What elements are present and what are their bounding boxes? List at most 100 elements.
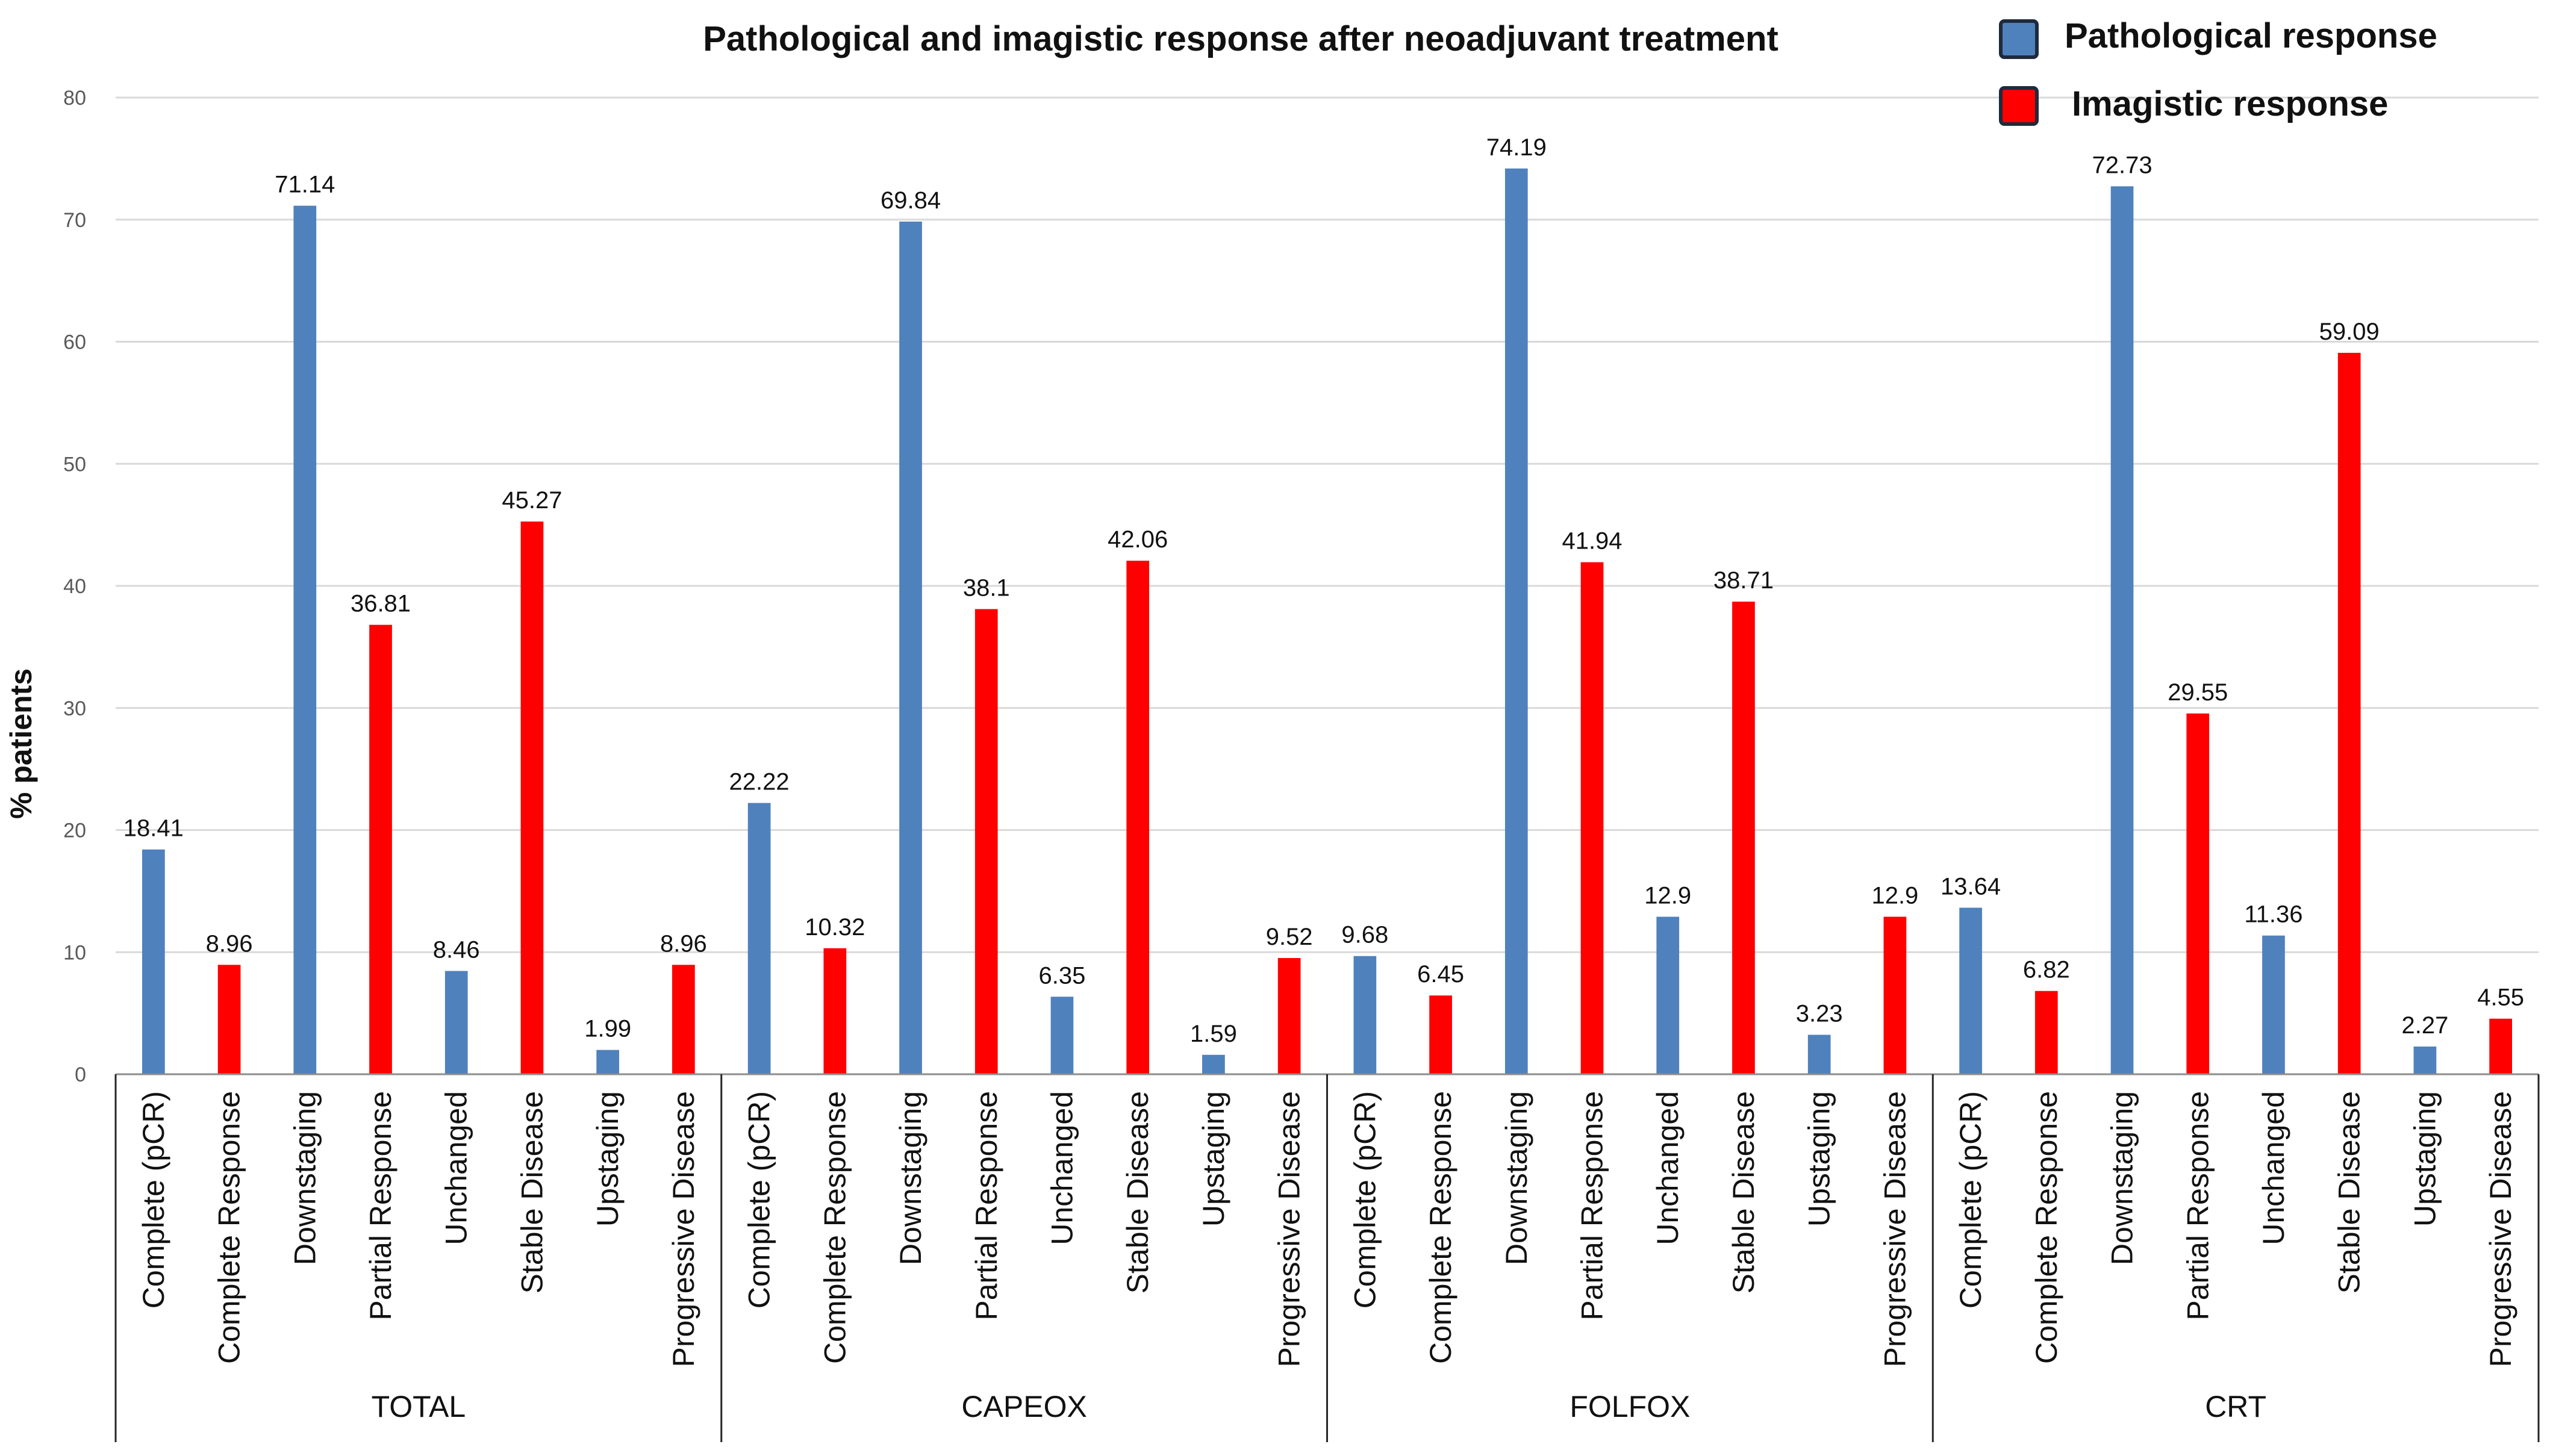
legend-swatch-pathological [1999, 19, 2039, 59]
data-label: 10.32 [805, 914, 865, 941]
legend-label-imagistic: Imagistic response [2072, 84, 2388, 123]
legend: Pathological response Imagistic response [1999, 16, 2437, 126]
data-label: 12.9 [1871, 882, 1918, 909]
x-category-label: Downstaging [288, 1091, 322, 1265]
x-category-label: Downstaging [1500, 1091, 1533, 1265]
bar [2110, 186, 2134, 1074]
y-tick-label: 40 [63, 575, 86, 598]
data-label: 36.81 [351, 591, 411, 617]
y-tick-label: 30 [63, 697, 86, 720]
bar [369, 624, 392, 1074]
bar [1277, 957, 1301, 1074]
bar [1959, 907, 1982, 1074]
x-category-label: Complete Response [213, 1091, 246, 1364]
y-tick-label: 60 [63, 331, 86, 354]
bar [2337, 352, 2361, 1075]
x-category-label: Stable Disease [1121, 1091, 1155, 1293]
legend-label-pathological: Pathological response [2065, 16, 2437, 55]
data-label: 3.23 [1796, 1001, 1843, 1027]
y-tick-label: 70 [63, 209, 86, 232]
bar [1656, 916, 1680, 1074]
data-label: 9.68 [1341, 922, 1388, 948]
data-label: 2.27 [2401, 1012, 2448, 1039]
x-category-label: Upstaging [591, 1091, 625, 1227]
x-category-label: Complete Response [1424, 1091, 1457, 1364]
x-category-label: Unchanged [2257, 1091, 2290, 1245]
x-category-label: Progressive Disease [2484, 1091, 2517, 1367]
bar [2262, 935, 2285, 1074]
bar [1807, 1034, 1831, 1074]
bar [2034, 991, 2058, 1074]
x-category-label: Partial Response [364, 1091, 397, 1321]
x-category-label: Upstaging [2408, 1091, 2442, 1227]
y-tick-label: 50 [63, 453, 86, 476]
bar [142, 849, 165, 1074]
y-tick-label: 20 [63, 820, 86, 842]
x-category-label: Complete Response [818, 1091, 852, 1364]
data-label: 18.41 [123, 815, 184, 842]
x-category-label: Progressive Disease [667, 1091, 700, 1367]
gridlines: 0 10 20 30 40 50 60 70 80 [63, 87, 2539, 1086]
data-label: 69.84 [881, 187, 941, 214]
data-label: 38.71 [1713, 567, 1774, 594]
data-label: 74.19 [1486, 134, 1547, 161]
data-label: 71.14 [275, 172, 335, 198]
legend-item-pathological: Pathological response [1999, 16, 2437, 59]
x-category-label: Upstaging [1803, 1091, 1836, 1227]
bar [217, 965, 241, 1074]
data-label: 4.55 [2477, 985, 2524, 1011]
data-label: 12.9 [1644, 882, 1691, 909]
data-label: 72.73 [2092, 152, 2152, 178]
x-category-label: Stable Disease [2333, 1091, 2366, 1293]
bar [1580, 562, 1604, 1074]
data-label: 8.46 [433, 936, 480, 963]
data-label: 6.82 [2023, 957, 2070, 983]
bar [2489, 1018, 2512, 1074]
x-category-label: Downstaging [2106, 1091, 2139, 1265]
x-group-label: CRT [2205, 1390, 2266, 1423]
data-label: 41.94 [1562, 528, 1622, 555]
data-label: 45.27 [502, 487, 562, 514]
bar [596, 1050, 620, 1074]
data-label: 29.55 [2168, 679, 2228, 706]
bar [747, 803, 771, 1074]
bar [1126, 561, 1150, 1074]
axes: Complete (pCR) Complete Response Downstagi… [114, 1073, 2540, 1442]
data-label: 13.64 [1941, 873, 2001, 900]
bar [2186, 713, 2210, 1074]
x-category-label: Progressive Disease [1878, 1091, 1912, 1367]
data-label: 1.99 [584, 1016, 631, 1042]
data-label: 11.36 [2244, 901, 2302, 928]
y-tick-label: 80 [63, 87, 86, 110]
legend-item-imagistic: Imagistic response [1999, 84, 2388, 126]
x-category-label: Partial Response [2181, 1091, 2215, 1321]
bar [1883, 916, 1907, 1074]
bar [1429, 995, 1452, 1074]
bars: 18.41 8.96 71.14 36.81 8.46 45.27 1.99 8.96 22.2… [123, 134, 2524, 1075]
bar [899, 221, 922, 1074]
x-category-label: Upstaging [1197, 1091, 1230, 1227]
x-category-label: Downstaging [894, 1091, 927, 1265]
x-category-label: Complete (pCR) [1348, 1091, 1382, 1308]
bar [1202, 1054, 1225, 1074]
data-label: 59.09 [2319, 319, 2380, 345]
y-tick-label: 0 [75, 1063, 86, 1086]
x-group-label: CAPEOX [961, 1390, 1086, 1423]
bar [1050, 997, 1074, 1074]
x-category-label: Progressive Disease [1273, 1091, 1306, 1367]
x-category-label: Complete (pCR) [743, 1091, 776, 1308]
bar [520, 521, 544, 1074]
bar [1732, 602, 1755, 1074]
bar [672, 965, 695, 1074]
data-label: 6.45 [1417, 961, 1464, 988]
bar [974, 609, 998, 1074]
bar [293, 205, 317, 1075]
data-label: 8.96 [660, 930, 707, 957]
x-category-label: Stable Disease [515, 1091, 549, 1293]
data-label: 9.52 [1266, 924, 1313, 950]
bar [823, 948, 847, 1074]
x-category-label: Partial Response [1576, 1091, 1609, 1321]
x-group-label: FOLFOX [1570, 1390, 1690, 1423]
chart-title: Pathological and imagistic response afte… [703, 19, 1778, 58]
